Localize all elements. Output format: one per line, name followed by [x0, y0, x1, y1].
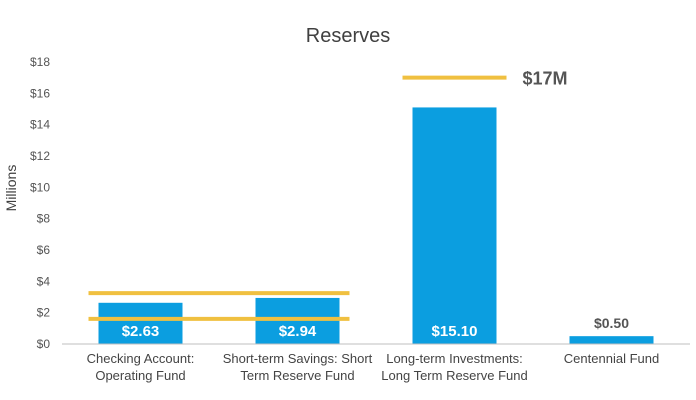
y-tick-label: $10 [30, 180, 50, 194]
category-label: Long Term Reserve Fund [381, 368, 527, 383]
bar [255, 297, 340, 344]
y-tick-label: $18 [30, 55, 50, 69]
y-tick-label: $16 [30, 86, 50, 100]
y-tick-label: $14 [30, 118, 50, 132]
y-tick-label: $8 [37, 212, 51, 226]
chart-title: Reserves [306, 25, 390, 47]
bars-group [98, 107, 654, 344]
y-tick-label: $2 [37, 306, 51, 320]
category-labels-group: Checking Account: Operating Fund Short-ter… [87, 351, 660, 383]
bar [412, 107, 497, 344]
bar [569, 336, 654, 344]
y-tick-label: $6 [37, 243, 51, 257]
category-label: Checking Account: [87, 351, 195, 366]
y-tick-label: $12 [30, 149, 50, 163]
data-labels-group: $2.63 $2.94 $15.10 $0.50 [122, 315, 629, 340]
category-label: Centennial Fund [564, 351, 659, 366]
data-label: $15.10 [432, 323, 478, 340]
data-label: $0.50 [594, 315, 629, 331]
category-label: Operating Fund [95, 368, 185, 383]
y-tick-label: $0 [37, 337, 51, 351]
target-label: $17M [523, 69, 568, 89]
target-lines-group: $17M [88, 69, 568, 321]
data-label: $2.94 [279, 323, 317, 340]
data-label: $2.63 [122, 323, 160, 340]
category-label: Long-term Investments: [386, 351, 523, 366]
y-axis-label: Millions [3, 165, 19, 212]
category-label: Short-term Savings: Short [223, 351, 373, 366]
category-label: Term Reserve Fund [240, 368, 354, 383]
bar [98, 302, 183, 344]
y-axis-ticks: $0 $2 $4 $6 $8 $10 $12 $14 $16 $18 [30, 55, 50, 351]
y-tick-label: $4 [37, 274, 51, 288]
